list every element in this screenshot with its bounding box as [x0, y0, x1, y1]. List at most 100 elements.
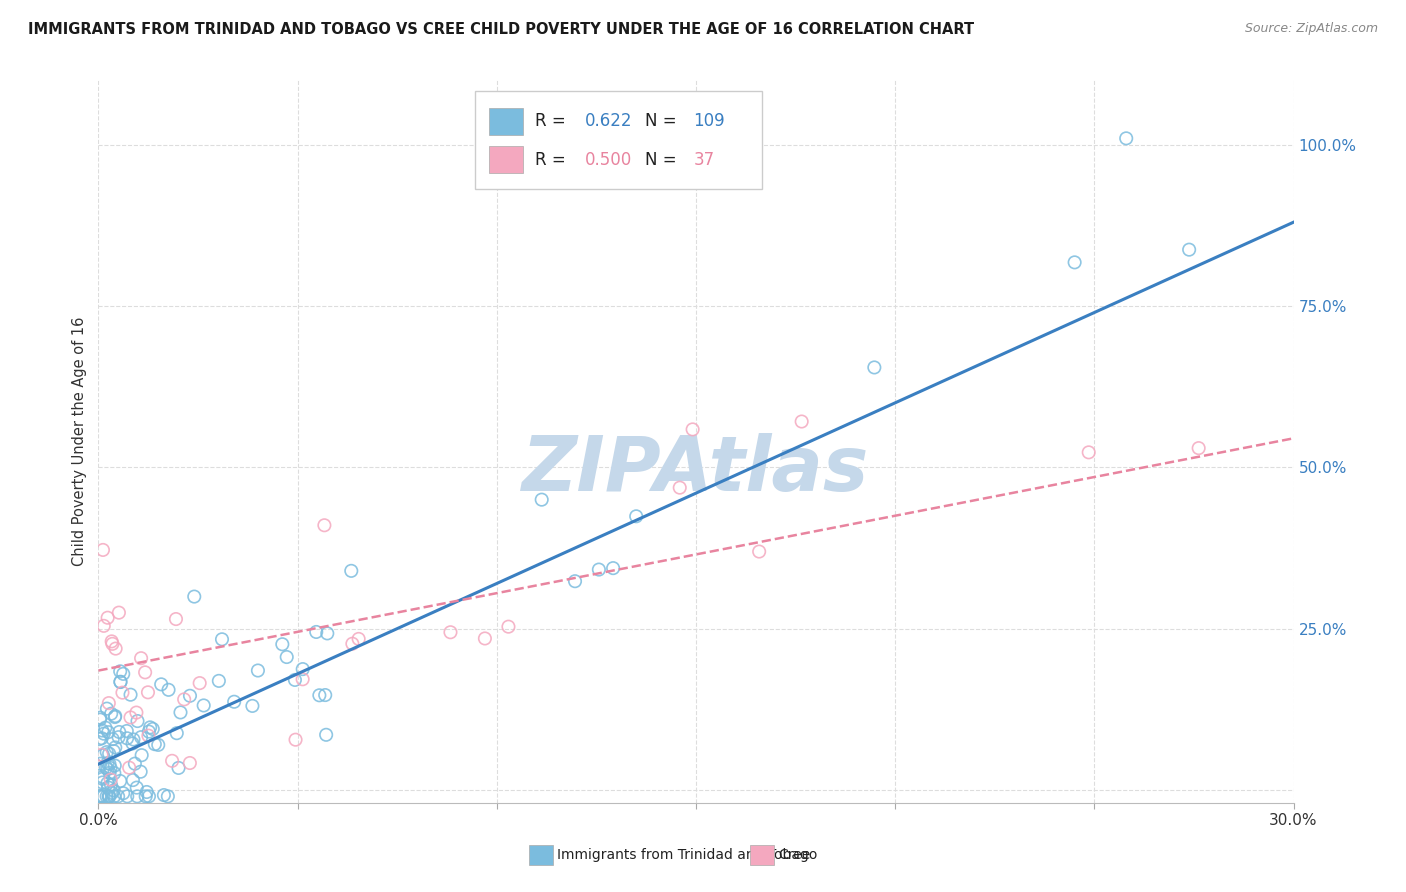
Point	[97, 725, 120, 739]
Point	[118, 761, 141, 775]
Point	[211, 632, 233, 647]
Point	[101, 786, 124, 800]
Point	[122, 773, 145, 788]
Point	[115, 731, 138, 746]
Point	[112, 786, 135, 800]
Point	[91, 723, 114, 738]
Point	[93, 726, 115, 740]
Point	[107, 730, 129, 744]
Point	[284, 732, 307, 747]
Point	[120, 688, 142, 702]
Point	[179, 756, 201, 770]
Point	[682, 422, 704, 436]
Point	[101, 732, 124, 747]
Point	[136, 685, 159, 699]
Point	[89, 789, 111, 804]
Point	[110, 674, 132, 689]
Point	[93, 619, 115, 633]
Point	[101, 637, 124, 651]
Point	[1188, 441, 1211, 455]
Point	[108, 606, 131, 620]
Point	[129, 651, 152, 665]
Point	[104, 740, 127, 755]
Point	[90, 789, 112, 804]
Point	[315, 728, 337, 742]
Point	[91, 775, 114, 789]
Point	[91, 772, 114, 786]
Point	[97, 789, 120, 804]
Point	[103, 783, 125, 797]
Point	[94, 721, 117, 735]
Point	[125, 706, 148, 720]
Point	[863, 360, 886, 375]
Point	[98, 747, 121, 761]
Point	[148, 738, 170, 752]
Point	[90, 747, 112, 762]
Point	[498, 620, 520, 634]
Point	[97, 762, 120, 776]
Text: Cree: Cree	[779, 847, 811, 862]
Point	[138, 729, 160, 743]
Point	[96, 776, 118, 790]
Point	[167, 761, 190, 775]
Point	[347, 632, 370, 646]
Point	[91, 748, 114, 763]
Bar	[489, 146, 523, 173]
Point	[169, 706, 191, 720]
Point	[108, 774, 131, 789]
Point	[110, 675, 132, 690]
Point	[97, 780, 120, 795]
Point	[96, 789, 118, 804]
Point	[183, 590, 205, 604]
Point	[89, 711, 111, 725]
Point	[96, 756, 118, 770]
Point	[94, 761, 117, 775]
Point	[605, 131, 627, 145]
Point	[276, 650, 298, 665]
Point	[117, 789, 139, 804]
Point	[100, 772, 122, 787]
Text: 109: 109	[693, 112, 725, 130]
Y-axis label: Child Poverty Under the Age of 16: Child Poverty Under the Age of 16	[72, 317, 87, 566]
Point	[90, 789, 112, 804]
Point	[143, 737, 166, 751]
Point	[97, 696, 120, 710]
Point	[103, 744, 125, 758]
Point	[108, 725, 131, 739]
Text: R =: R =	[534, 112, 571, 130]
Point	[474, 632, 496, 646]
Point	[100, 761, 122, 775]
Point	[135, 789, 157, 804]
Point	[134, 665, 156, 680]
Point	[121, 736, 143, 750]
Point	[104, 709, 127, 723]
Point	[165, 612, 187, 626]
Point	[153, 788, 176, 802]
Point	[1178, 243, 1201, 257]
Text: N =: N =	[644, 112, 682, 130]
Point	[129, 730, 152, 744]
Point	[89, 713, 111, 727]
Point	[246, 664, 269, 678]
Point	[100, 706, 122, 721]
Point	[111, 685, 134, 699]
Point	[91, 543, 114, 558]
Text: ZIPAtlas: ZIPAtlas	[522, 434, 870, 508]
Point	[150, 677, 173, 691]
Point	[242, 698, 264, 713]
Point	[291, 662, 314, 676]
Text: R =: R =	[534, 151, 571, 169]
Point	[120, 710, 142, 724]
Point	[124, 756, 146, 771]
Point	[271, 637, 294, 651]
Point	[96, 701, 118, 715]
Point	[96, 745, 118, 759]
Point	[160, 754, 183, 768]
Point	[1063, 255, 1085, 269]
Point	[139, 720, 162, 734]
Point	[112, 666, 135, 681]
Point	[98, 765, 121, 780]
Point	[316, 626, 339, 640]
Point	[188, 676, 211, 690]
Point	[90, 731, 112, 746]
